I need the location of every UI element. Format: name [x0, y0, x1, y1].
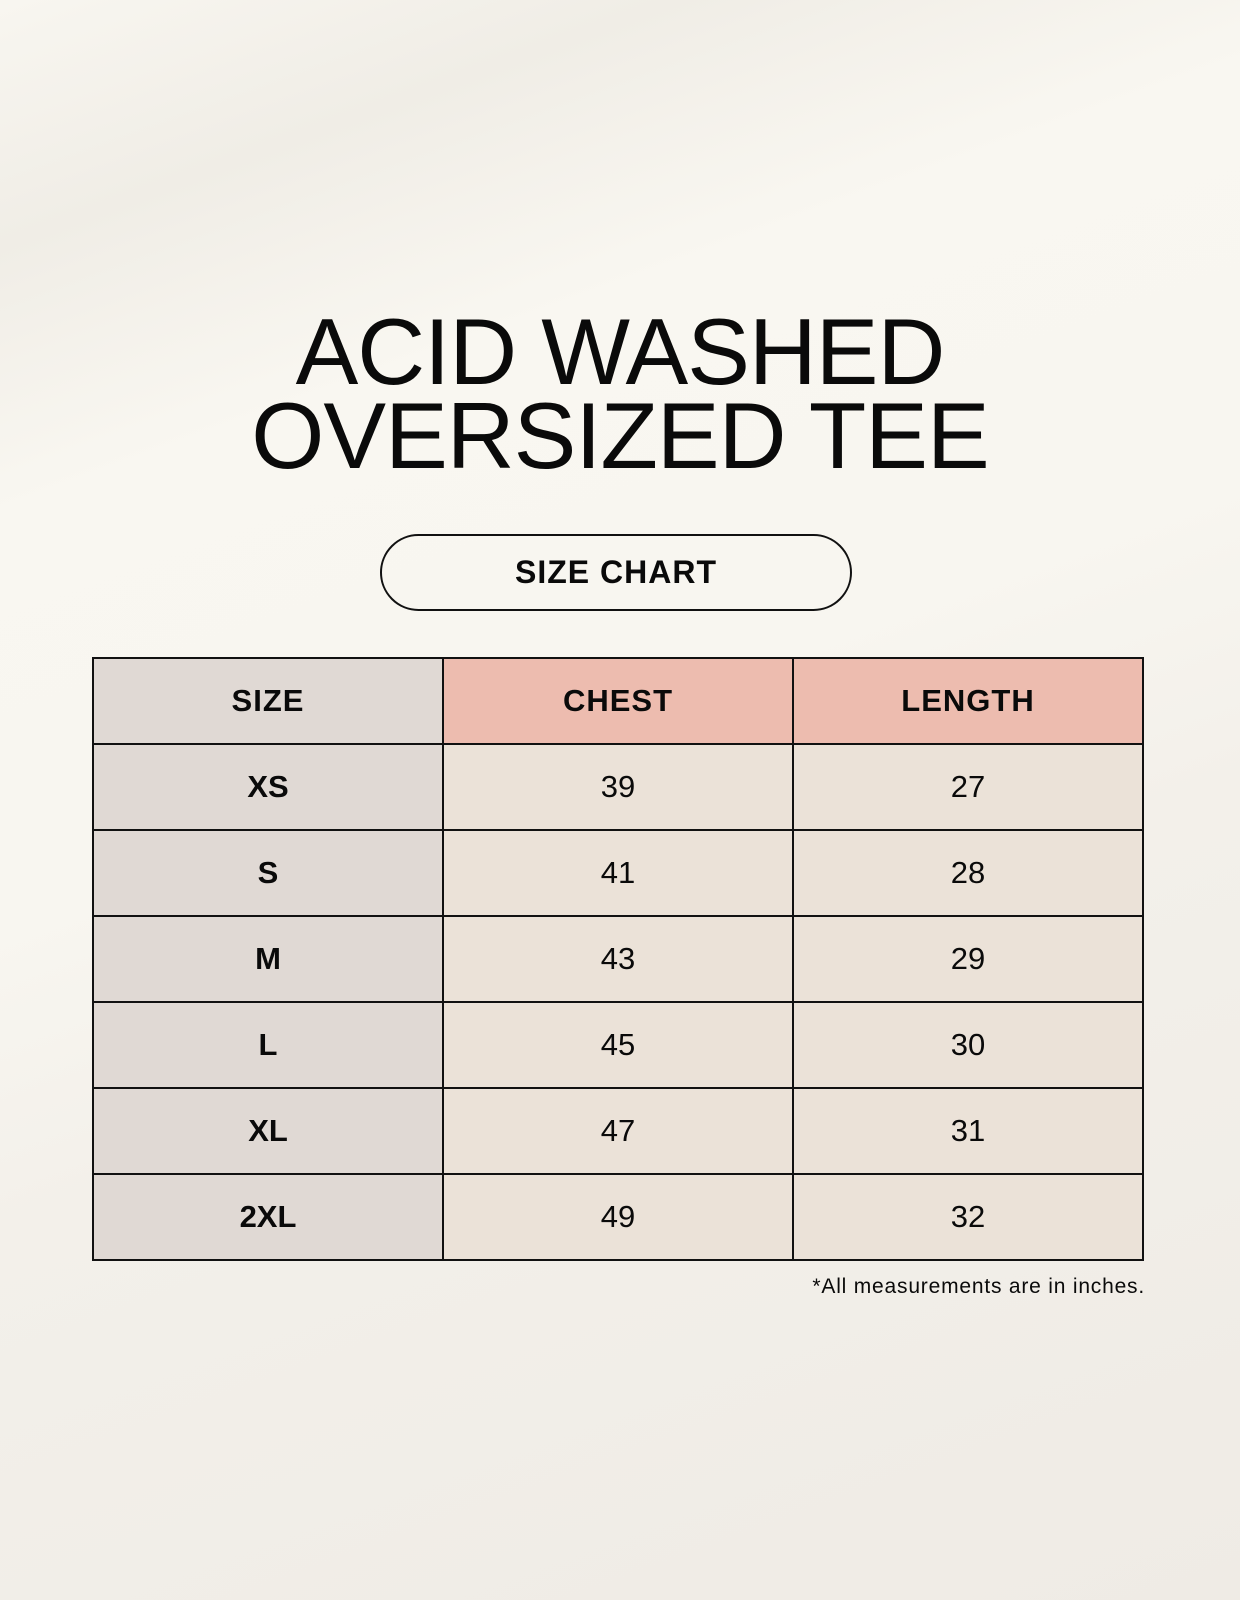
cell-size: S: [92, 829, 444, 917]
cell-size: M: [92, 915, 444, 1003]
cell-chest: 39: [442, 743, 794, 831]
header-chest: CHEST: [442, 657, 794, 745]
size-table: SIZE CHEST LENGTH XS 39 27 S 41 28 M 43 29 L 45 30 X…: [92, 657, 1144, 1261]
cell-chest: 49: [442, 1173, 794, 1261]
cell-length: 28: [792, 829, 1144, 917]
cell-size: 2XL: [92, 1173, 444, 1261]
cell-size: XL: [92, 1087, 444, 1175]
table-header-row: SIZE CHEST LENGTH: [92, 657, 1144, 745]
header-length: LENGTH: [792, 657, 1144, 745]
cell-size: XS: [92, 743, 444, 831]
cell-size: L: [92, 1001, 444, 1089]
cell-length: 31: [792, 1087, 1144, 1175]
title-line-1: ACID WASHED: [295, 299, 946, 404]
cell-length: 29: [792, 915, 1144, 1003]
footnote: *All measurements are in inches.: [812, 1275, 1145, 1298]
title-line-2: OVERSIZED TEE: [251, 383, 989, 488]
cell-length: 32: [792, 1173, 1144, 1261]
size-chart-badge: SIZE CHART: [380, 534, 852, 611]
cell-length: 27: [792, 743, 1144, 831]
cell-length: 30: [792, 1001, 1144, 1089]
table-row: XS 39 27: [92, 743, 1144, 831]
table-row: M 43 29: [92, 915, 1144, 1003]
cell-chest: 43: [442, 915, 794, 1003]
cell-chest: 47: [442, 1087, 794, 1175]
page-title: ACID WASHED OVERSIZED TEE: [0, 299, 1240, 488]
header-size: SIZE: [92, 657, 444, 745]
table-row: S 41 28: [92, 829, 1144, 917]
cell-chest: 45: [442, 1001, 794, 1089]
table-row: L 45 30: [92, 1001, 1144, 1089]
cell-chest: 41: [442, 829, 794, 917]
table-row: 2XL 49 32: [92, 1173, 1144, 1261]
table-row: XL 47 31: [92, 1087, 1144, 1175]
